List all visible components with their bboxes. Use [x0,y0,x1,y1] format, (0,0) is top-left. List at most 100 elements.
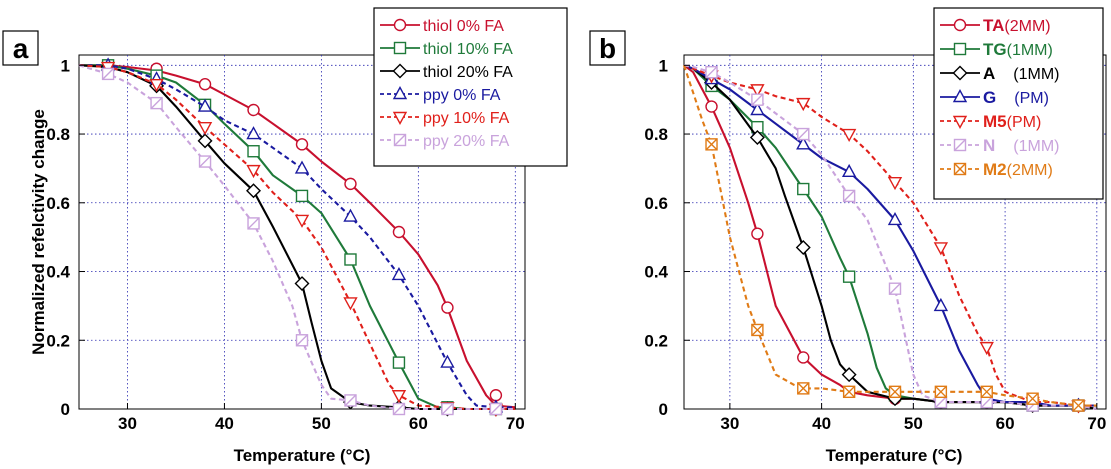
data-point [934,385,948,399]
data-point [197,121,213,136]
data-point [295,334,309,347]
data-point [796,136,811,150]
data-point [198,155,212,168]
data-point [887,212,903,226]
y-tick-label: 0.2 [644,331,668,350]
legend-marker [392,111,408,125]
legend-label: A (1MM) [983,64,1060,83]
legend-marker [393,41,407,55]
data-point [344,394,357,407]
data-point [392,402,406,416]
data-point [980,395,993,409]
data-point [705,100,718,113]
data-point [295,138,309,151]
data-point [750,84,765,98]
data-point [934,395,948,409]
data-point [749,129,765,145]
data-point [797,351,810,364]
panel-a-grid [79,55,525,409]
data-point [980,385,993,399]
chart-panel-b: 30 40 50 60 70 0 0.2 0.4 0.6 0.8 1 Temperature (°C… [589,7,1107,465]
legend-label-suffix: (1MM) [1013,66,1059,83]
data-point [842,270,856,283]
data-point [842,189,856,203]
legend-label: thiol 0% FA [423,18,504,35]
data-point [294,160,310,174]
data-point [796,97,811,112]
y-tick-label: 0.4 [644,263,668,282]
data-point [294,276,310,292]
data-point [888,282,902,295]
data-point [841,367,857,383]
legend-label: ppy 10% FA [423,110,510,127]
legend-marker [392,86,408,100]
data-point [933,242,949,256]
legend-label-name: G [983,88,996,107]
data-point [247,145,260,158]
legend-label: thiol 10% FA [423,41,513,58]
series-line [79,64,516,409]
data-point [197,98,213,112]
data-point [247,103,260,117]
y-tick-label: 1 [659,56,668,75]
panel-b-series [683,64,1097,414]
chart-panel-a: 30 40 50 60 70 0 0.2 0.4 0.6 0.8 1 Temperature (°C… [2,7,568,465]
series-line [79,64,516,409]
panel-a-y-axis-label: Normalized refelctivity change [29,109,48,355]
data-point [344,177,357,191]
data-point [750,102,765,116]
panel-a-legend: thiol 0% FA thiol 10% FA thiol 20% FA ppy 0… [373,7,568,167]
x-tick-label: 70 [1087,414,1106,433]
legend-label: M5(PM) [983,112,1041,131]
panel-b-letter-box [589,30,626,66]
series-line [683,64,1097,411]
x-tick-label: 30 [118,414,137,433]
legend-label-name: A [983,64,995,83]
x-tick-label: 50 [904,414,923,433]
x-tick-label: 40 [215,414,234,433]
legend-label-name: M5 [983,112,1007,131]
data-point [246,126,261,140]
x-tick-label: 50 [312,414,331,433]
data-point [247,217,260,230]
x-tick-label: 30 [720,414,739,433]
data-point [489,402,503,416]
data-point [343,297,358,311]
legend-label-name: TA [983,16,1004,35]
panel-b-legend: TA(2MM)TG(1MM)A (1MM)G (PM)M5(PM)N (1MM)M2(… [933,7,1104,200]
data-point [751,323,764,337]
y-tick-label: 0 [61,400,70,419]
panel-b-ticks: 30 40 50 60 70 0 0.2 0.4 0.6 0.8 1 [644,56,1106,433]
legend-marker [392,63,408,79]
panel-a-letter-box [2,30,39,66]
legend-marker [393,133,407,147]
legend-label: TA(2MM) [983,16,1051,35]
y-tick-label: 0.4 [46,263,70,282]
data-point [441,301,454,314]
data-point [979,341,994,356]
panel-b-letter: b [599,33,616,64]
y-tick-label: 0.6 [46,194,70,213]
y-tick-label: 1 [61,56,70,75]
data-point [795,239,811,255]
panel-a-x-axis-label: Temperature (°C) [234,446,371,465]
legend-label-name: N [983,136,995,155]
legend-marker [393,18,407,32]
panel-a-ticks: 30 40 50 60 70 0 0.2 0.4 0.6 0.8 1 [46,56,524,433]
data-point [1072,399,1085,412]
data-point [797,182,810,196]
panel-a-letter: a [13,33,29,64]
legend-label-suffix: (PM) [1007,114,1042,131]
legend-marker [953,42,967,56]
series-line [683,64,1097,407]
series-line [78,64,516,411]
data-point [295,189,309,203]
data-point [149,79,164,93]
data-point [344,253,357,266]
data-point [246,183,262,199]
y-tick-label: 0.8 [46,125,70,144]
data-point [246,164,261,179]
legend-marker [953,162,967,176]
legend-marker [953,138,967,152]
